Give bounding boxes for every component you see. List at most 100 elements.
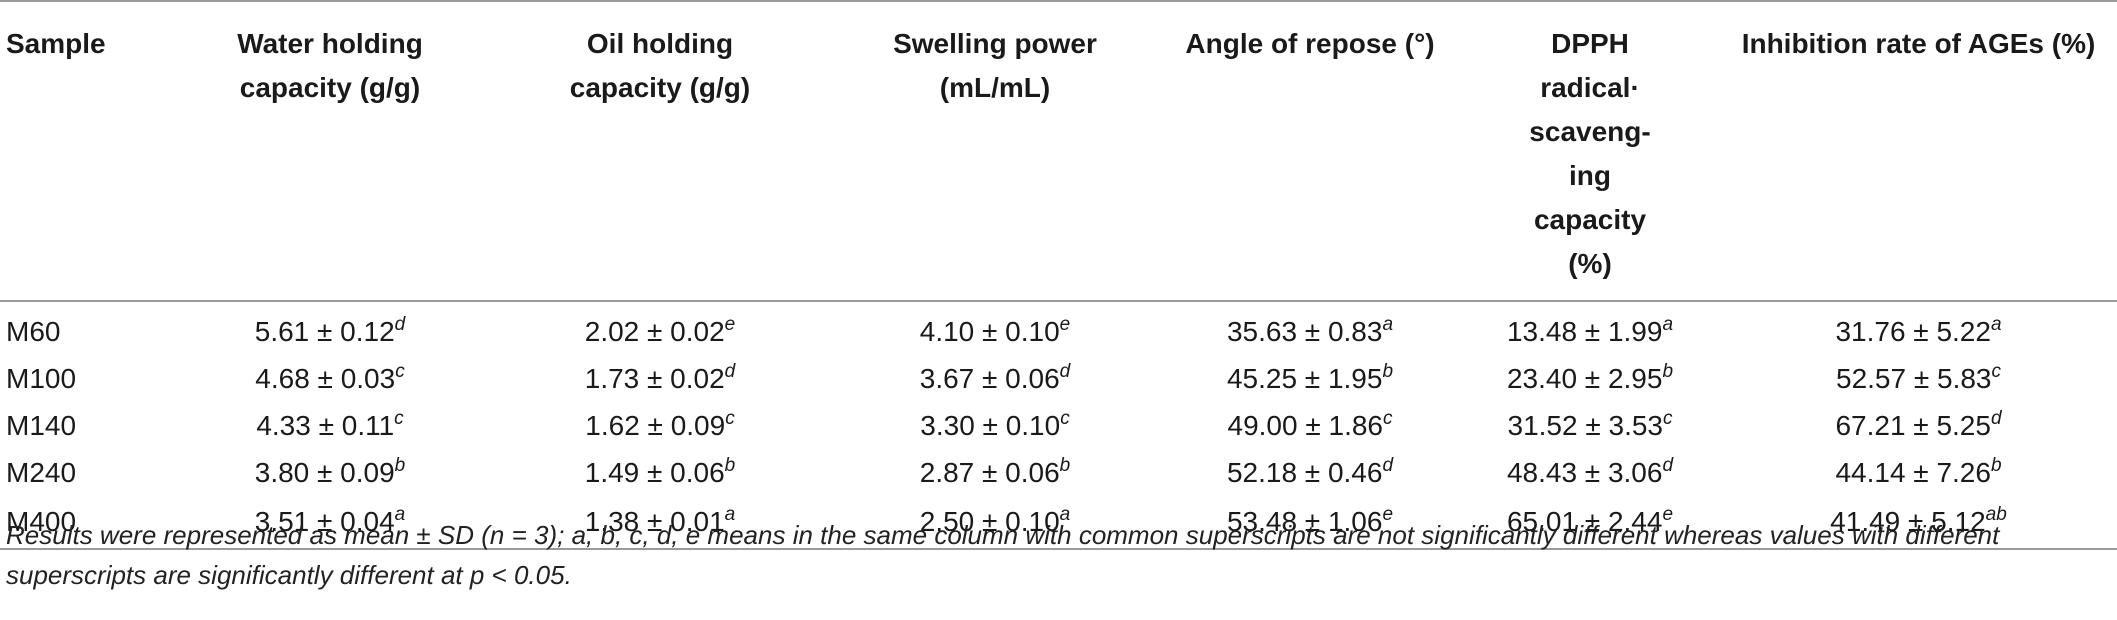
value-cell: 13.48 ± 1.99a [1460, 301, 1720, 355]
cell-value: 13.48 ± 1.99 [1506, 315, 1663, 347]
value-cell: 45.25 ± 1.95b [1160, 355, 1460, 402]
cell-value: 3.80 ± 0.09 [254, 456, 395, 488]
value-cell: 23.40 ± 2.95b [1460, 355, 1720, 402]
cell-value: 3.30 ± 0.10 [920, 409, 1061, 441]
sample-cell: M240 [6, 456, 77, 488]
cell-value: 3.67 ± 0.06 [919, 362, 1060, 394]
value-cell: 41.49 ± 5.12ab [1720, 496, 2117, 550]
cell-value: 5.61 ± 0.12 [254, 315, 395, 347]
value-cell: 2.50 ± 0.10a [830, 496, 1160, 550]
significance-superscript: b [1990, 454, 2002, 476]
header-swelling-power: Swelling power (mL/mL) [830, 0, 1160, 302]
significance-superscript: e [1059, 313, 1071, 335]
cell-value: 35.63 ± 0.83 [1226, 315, 1383, 347]
value-cell: 31.52 ± 3.53c [1460, 402, 1720, 449]
value-cell: 1.38 ± 0.01a [490, 496, 830, 550]
significance-superscript: a [1382, 313, 1394, 335]
table-row: M60 5.61 ± 0.12d 2.02 ± 0.02e 4.10 ± 0.10e 3… [0, 301, 2117, 355]
cell-value: 2.50 ± 0.10 [919, 506, 1060, 537]
significance-superscript: b [394, 454, 406, 476]
cell-value: 53.48 ± 1.06 [1226, 506, 1383, 537]
cell-value: 4.10 ± 0.10 [919, 315, 1060, 347]
significance-superscript: b [1662, 360, 1674, 382]
sample-cell: M100 [6, 362, 77, 394]
sample-cell: M400 [0, 496, 170, 550]
cell-value: 52.57 ± 5.83 [1836, 362, 1992, 394]
value-cell: 1.73 ± 0.02d [490, 355, 830, 402]
value-cell: 5.61 ± 0.12d [170, 301, 490, 355]
cell-value: 65.01 ± 2.44 [1506, 506, 1663, 537]
value-cell: 4.33 ± 0.11c [170, 402, 490, 449]
significance-superscript: b [1382, 360, 1394, 382]
cell-value: 23.40 ± 2.95 [1506, 362, 1663, 394]
header-ages-inhibition: Inhibition rate of AGEs (%) [1720, 0, 2117, 302]
value-cell: 53.48 ± 1.06e [1160, 496, 1460, 550]
significance-superscript: e [724, 313, 736, 335]
cell-value: 1.73 ± 0.02 [584, 362, 725, 394]
value-cell: 31.76 ± 5.22a [1720, 301, 2117, 355]
table-row: M400 3.51 ± 0.04a 1.38 ± 0.01a 2.50 ± 0.10a… [0, 496, 2117, 550]
value-cell: 1.62 ± 0.09c [490, 402, 830, 449]
significance-superscript: b [1059, 454, 1071, 476]
significance-superscript: c [394, 407, 404, 429]
value-cell: 44.14 ± 7.26b [1720, 449, 2117, 496]
value-cell: 3.51 ± 0.04a [170, 496, 490, 550]
cell-value: 4.33 ± 0.11 [256, 409, 395, 441]
cell-value: 1.49 ± 0.06 [584, 456, 725, 488]
significance-superscript: c [725, 407, 735, 429]
header-water-holding-capacity: Water holding capacity (g/g) [170, 0, 490, 302]
cell-value: 48.43 ± 3.06 [1506, 456, 1663, 488]
value-cell: 65.01 ± 2.44e [1460, 496, 1720, 550]
cell-value: 2.02 ± 0.02 [584, 315, 725, 347]
header-dpph-scavenging: DPPH radical· scaveng- ing capacity (%) [1460, 0, 1720, 302]
significance-superscript: c [1991, 360, 2002, 382]
significance-superscript: c [1383, 407, 1393, 429]
significance-superscript: a [724, 504, 736, 525]
value-cell: 2.02 ± 0.02e [490, 301, 830, 355]
significance-superscript: d [1059, 360, 1071, 382]
table-footnote: Results were represented as mean ± SD (n… [6, 520, 2000, 590]
significance-superscript: c [1060, 407, 1070, 429]
value-cell: 52.57 ± 5.83c [1720, 355, 2117, 402]
significance-superscript: e [1662, 504, 1674, 525]
cell-value: 52.18 ± 0.46 [1226, 456, 1383, 488]
value-cell: 1.49 ± 0.06b [490, 449, 830, 496]
cell-value: 45.25 ± 1.95 [1226, 362, 1383, 394]
header-angle-of-repose: Angle of repose (°) [1160, 0, 1460, 302]
cell-value: 3.51 ± 0.04 [254, 506, 395, 537]
table-row: M240 3.80 ± 0.09b 1.49 ± 0.06b 2.87 ± 0.06b… [0, 449, 2117, 496]
value-cell: 4.68 ± 0.03c [170, 355, 490, 402]
table-row: M100 4.68 ± 0.03c 1.73 ± 0.02d 3.67 ± 0.06d… [0, 355, 2117, 402]
significance-superscript: d [724, 360, 736, 382]
significance-superscript: c [395, 360, 405, 382]
value-cell: 52.18 ± 0.46d [1160, 449, 1460, 496]
cell-value: 31.52 ± 3.53 [1507, 409, 1664, 441]
table-header-row: Sample Water holding capacity (g/g) Oil … [0, 0, 2117, 302]
table-body: M60 5.61 ± 0.12d 2.02 ± 0.02e 4.10 ± 0.10e 3… [0, 301, 2117, 550]
cell-value: 44.14 ± 7.26 [1835, 456, 1991, 488]
value-cell: 4.10 ± 0.10e [830, 301, 1160, 355]
table-row: M140 4.33 ± 0.11c 1.62 ± 0.09c 3.30 ± 0.10c… [0, 402, 2117, 449]
cell-value: 4.68 ± 0.03 [255, 362, 396, 394]
value-cell: 3.30 ± 0.10c [830, 402, 1160, 449]
significance-superscript: c [1663, 407, 1673, 429]
cell-value: 67.21 ± 5.25 [1835, 409, 1991, 441]
significance-superscript: d [1662, 454, 1674, 476]
significance-superscript: e [1382, 504, 1394, 525]
cell-value: 1.62 ± 0.09 [585, 409, 726, 441]
value-cell: 2.87 ± 0.06b [830, 449, 1160, 496]
cell-value: 1.38 ± 0.01 [584, 506, 725, 537]
significance-superscript: d [394, 313, 406, 335]
value-cell: 67.21 ± 5.25d [1720, 402, 2117, 449]
header-oil-holding-capacity: Oil holding capacity (g/g) [490, 0, 830, 302]
value-cell: 3.67 ± 0.06d [830, 355, 1160, 402]
cell-value: 31.76 ± 5.22 [1835, 315, 1991, 347]
cell-value: 41.49 ± 5.12 [1830, 506, 1986, 537]
value-cell: 48.43 ± 3.06d [1460, 449, 1720, 496]
sample-cell: M140 [6, 409, 77, 441]
significance-superscript: a [1990, 313, 2002, 335]
significance-superscript: a [394, 504, 406, 525]
significance-superscript: d [1382, 454, 1394, 476]
significance-superscript: ab [1985, 504, 2007, 525]
